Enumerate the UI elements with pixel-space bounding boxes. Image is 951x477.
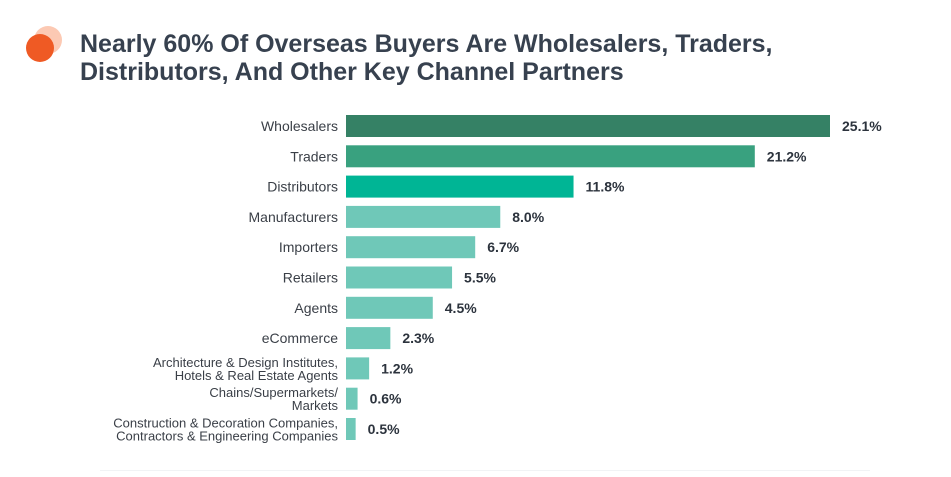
bar-3 bbox=[346, 205, 501, 228]
value-label-6: 4.5% bbox=[445, 300, 477, 316]
category-label-7: eCommerce bbox=[262, 330, 338, 346]
value-label-9: 0.6% bbox=[370, 391, 402, 407]
bar-10 bbox=[346, 418, 356, 440]
category-label-3: Manufacturers bbox=[249, 209, 338, 225]
bar-6 bbox=[346, 296, 433, 319]
bar-9 bbox=[346, 387, 358, 410]
value-label-8: 1.2% bbox=[381, 360, 413, 376]
category-label-6: Agents bbox=[294, 300, 338, 316]
chart-title: Nearly 60% Of Overseas Buyers Are Wholes… bbox=[80, 30, 900, 86]
value-label-7: 2.3% bbox=[402, 330, 434, 346]
value-label-0: 25.1% bbox=[842, 118, 882, 134]
footer-divider bbox=[100, 470, 870, 471]
category-label-4: Importers bbox=[279, 239, 338, 255]
chart-title-line-1: Nearly 60% Of Overseas Buyers Are Wholes… bbox=[80, 30, 773, 58]
bar-2 bbox=[346, 175, 574, 198]
category-label-5: Retailers bbox=[283, 270, 338, 286]
category-label-8-line-0: Architecture & Design Institutes, bbox=[153, 355, 338, 370]
category-label-2: Distributors bbox=[267, 179, 338, 195]
bar-8 bbox=[346, 357, 370, 380]
value-label-2: 11.8% bbox=[586, 179, 625, 195]
category-label-10-line-0: Construction & Decoration Companies, bbox=[113, 416, 338, 431]
value-label-5: 5.5% bbox=[464, 270, 496, 286]
bar-4 bbox=[346, 236, 476, 259]
category-label-8-line-1: Hotels & Real Estate Agents bbox=[175, 368, 339, 383]
category-label-10-line-1: Contractors & Engineering Companies bbox=[116, 429, 338, 444]
value-label-3: 8.0% bbox=[512, 209, 544, 225]
value-label-1: 21.2% bbox=[767, 148, 807, 164]
value-label-10: 0.5% bbox=[368, 421, 400, 437]
bar-0 bbox=[346, 115, 830, 137]
bar-7 bbox=[346, 327, 391, 350]
category-label-0: Wholesalers bbox=[261, 118, 338, 134]
chart-title-line-2: Distributors, And Other Key Channel Part… bbox=[80, 58, 624, 86]
brand-logo-icon bbox=[26, 26, 62, 62]
category-label-9-line-1: Markets bbox=[292, 398, 339, 413]
logo-front-circle bbox=[26, 34, 54, 62]
category-label-9-line-0: Chains/Supermarkets/ bbox=[209, 385, 338, 400]
value-label-4: 6.7% bbox=[487, 239, 519, 255]
category-label-1: Traders bbox=[290, 148, 338, 164]
bar-5 bbox=[346, 266, 453, 289]
bar-1 bbox=[346, 145, 755, 168]
